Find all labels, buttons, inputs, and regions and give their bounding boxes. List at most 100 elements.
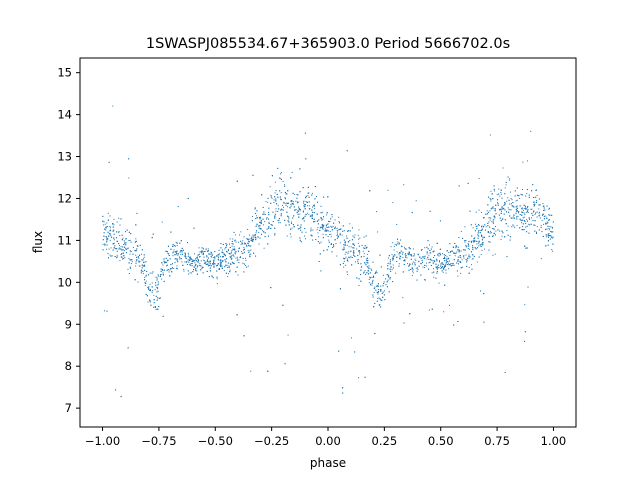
data-point — [187, 197, 189, 199]
data-point — [539, 217, 541, 219]
data-point — [205, 248, 207, 250]
data-point — [415, 267, 417, 269]
data-point — [458, 251, 460, 253]
data-point — [336, 235, 338, 237]
data-point — [339, 232, 341, 234]
data-point — [151, 272, 153, 274]
data-point — [163, 260, 165, 262]
data-point — [199, 263, 201, 265]
data-point — [197, 254, 199, 256]
data-point — [329, 221, 331, 223]
data-point — [183, 270, 185, 272]
data-point — [186, 264, 188, 265]
data-point — [412, 272, 414, 274]
data-point — [250, 370, 252, 372]
data-point — [522, 212, 524, 214]
data-point — [227, 248, 229, 250]
data-point — [526, 231, 528, 233]
data-point — [504, 236, 506, 238]
data-point — [353, 252, 355, 254]
data-point — [522, 161, 524, 163]
data-point — [333, 222, 335, 224]
data-point — [363, 272, 364, 274]
data-point — [551, 250, 553, 252]
data-point — [162, 315, 164, 317]
data-point — [367, 262, 369, 264]
data-point — [249, 254, 251, 256]
data-point — [510, 191, 512, 193]
data-point — [523, 204, 525, 206]
data-point — [510, 217, 512, 219]
data-point — [247, 239, 249, 241]
data-point — [455, 247, 457, 249]
data-point — [371, 269, 373, 271]
data-point — [280, 215, 282, 217]
data-point — [376, 300, 378, 302]
data-point — [120, 396, 122, 398]
data-point — [109, 226, 111, 228]
data-point — [114, 245, 116, 247]
data-point — [477, 232, 479, 234]
data-point — [379, 298, 381, 300]
data-point — [347, 252, 349, 254]
data-point — [528, 194, 530, 196]
data-point — [533, 224, 535, 226]
data-point — [499, 208, 501, 210]
data-point — [226, 258, 228, 260]
data-point — [200, 265, 202, 267]
data-point — [161, 278, 163, 280]
data-point — [284, 197, 286, 199]
data-point — [237, 274, 239, 276]
data-point — [454, 243, 456, 244]
data-point — [247, 250, 249, 252]
data-point — [103, 235, 105, 237]
data-point — [234, 253, 236, 255]
data-point — [358, 250, 360, 252]
data-point — [373, 291, 375, 293]
data-point — [213, 262, 215, 264]
data-point — [527, 211, 529, 213]
x-tick-label: 0.75 — [484, 434, 510, 448]
data-point — [345, 251, 347, 253]
data-point — [348, 256, 350, 258]
data-point — [127, 347, 129, 349]
data-point — [334, 219, 336, 221]
data-point — [385, 284, 387, 286]
data-point — [266, 228, 268, 230]
data-point — [321, 226, 323, 228]
data-point — [108, 235, 110, 237]
data-point — [334, 226, 336, 228]
data-point — [405, 255, 407, 257]
data-point — [190, 263, 192, 265]
data-point — [201, 267, 203, 269]
data-point — [399, 252, 401, 254]
data-point — [385, 278, 387, 280]
data-point — [171, 263, 173, 265]
data-point — [216, 265, 218, 267]
data-point — [392, 257, 394, 259]
data-point — [156, 291, 158, 293]
data-point — [366, 266, 368, 268]
data-point — [408, 254, 410, 256]
data-point — [142, 270, 144, 272]
data-point — [346, 258, 348, 260]
data-point — [363, 253, 365, 255]
data-point — [521, 194, 523, 196]
data-point — [255, 218, 257, 220]
data-point — [138, 260, 140, 262]
x-tick-label: 0.25 — [372, 434, 398, 448]
data-point — [522, 217, 524, 219]
data-point — [402, 251, 404, 253]
data-point — [302, 187, 304, 189]
data-point — [492, 235, 494, 237]
data-point — [317, 223, 319, 225]
data-point — [258, 225, 260, 227]
data-point — [226, 267, 228, 269]
data-point — [181, 250, 183, 252]
data-point — [500, 220, 502, 222]
data-point — [439, 220, 441, 222]
data-point — [247, 242, 249, 244]
data-point — [201, 252, 203, 254]
data-point — [218, 254, 220, 256]
data-point — [521, 222, 523, 224]
